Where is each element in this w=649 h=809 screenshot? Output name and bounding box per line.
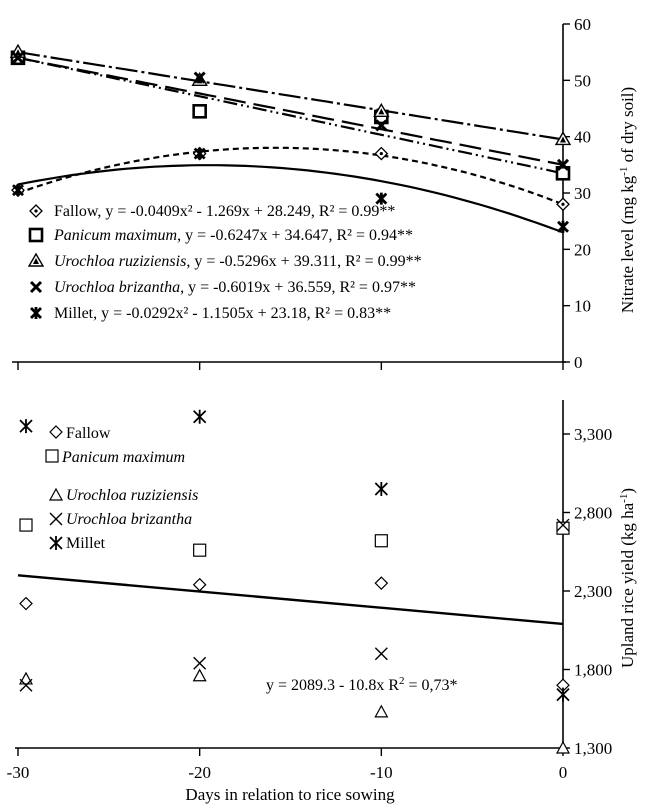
bottom-point-2 <box>555 740 571 754</box>
top-point-3 <box>193 71 206 84</box>
top-y-tick-label: 0 <box>574 353 583 372</box>
bottom-x-tick-label: -30 <box>7 763 30 782</box>
bottom-eq-main: y = 2089.3 - 10.8x R <box>266 677 399 694</box>
bottom-point-3 <box>19 678 33 692</box>
top-point-1 <box>192 104 207 119</box>
top-point-4 <box>193 147 206 160</box>
top-y-tick-label: 40 <box>574 128 591 147</box>
top-y-tick-label: 50 <box>574 71 591 90</box>
top-legend-marker-2 <box>27 252 45 267</box>
bottom-point-1 <box>374 534 388 548</box>
top-point-0 <box>374 146 389 161</box>
bottom-panel-x-axis-label: Days in relation to rice sowing <box>185 785 395 804</box>
top-panel-nitrate: 0 10 20 30 40 50 60 Fallow, y = -0.0409x² - 1.… <box>9 15 637 372</box>
top-point-3 <box>375 119 388 132</box>
bottom-point-0 <box>374 576 389 590</box>
bottom-legend-marker-2 <box>48 487 64 501</box>
top-fit-line-1 <box>17 56 564 175</box>
bottom-panel-y-axis-label: Upland rice yield (kg ha-1) <box>618 488 637 668</box>
bottom-eq-tail: = 0,73* <box>405 677 458 694</box>
top-fit-line-3 <box>17 56 564 166</box>
bottom-y-tick-label: 2,800 <box>574 504 612 523</box>
bottom-point-2 <box>374 704 389 718</box>
bottom-point-1 <box>193 543 207 557</box>
top-y-tick-label: 60 <box>574 15 591 34</box>
bottom-y-tick-label: 2,300 <box>574 582 612 601</box>
top-point-4 <box>12 184 24 197</box>
bottom-panel-yield: 1,300 1,800 2,300 2,800 3,300 -30 -20 -10 0 Fal… <box>7 400 637 804</box>
bottom-legend-label-0: Fallow <box>66 425 111 442</box>
top-legend-label-0: Fallow, y = -0.0409x² - 1.269x + 28.249,… <box>54 203 395 220</box>
top-point-4 <box>557 220 569 233</box>
bottom-y-tick-label: 1,300 <box>574 739 612 758</box>
top-point-3 <box>556 158 570 171</box>
top-legend-label-3: Urochloa brizantha, y = -0.6019x + 36.55… <box>54 279 416 296</box>
bottom-panel-legend: Fallow Panicum maximum Urochloa ruziziensi… <box>45 425 198 552</box>
bottom-point-3 <box>556 518 570 532</box>
top-legend-label-2: Urochloa ruziziensis, y = -0.5296x + 39.… <box>54 253 422 270</box>
bottom-legend-marker-0 <box>49 425 63 439</box>
top-ylabel-sup: -1 <box>618 167 630 176</box>
top-ylabel-main: Nitrate level (mg kg <box>618 175 637 313</box>
top-y-tick-label: 20 <box>574 240 591 259</box>
top-point-3 <box>11 51 25 64</box>
bottom-x-tick-label: -10 <box>370 763 393 782</box>
bottom-legend-marker-1 <box>45 449 59 463</box>
top-legend-marker-4 <box>30 307 42 319</box>
top-point-1 <box>555 165 571 181</box>
bottom-ylabel-main: Upland rice yield (kg ha <box>618 502 637 668</box>
bottom-regression-line <box>17 574 564 626</box>
bottom-point-1 <box>556 521 570 535</box>
bottom-point-4 <box>19 419 33 434</box>
bottom-ylabel-sup: -1 <box>618 494 630 503</box>
top-fit-line-0 <box>17 146 564 206</box>
bottom-legend-label-2: Urochloa ruziziensis <box>66 487 198 504</box>
top-legend-marker-1 <box>28 227 44 243</box>
bottom-legend-marker-3 <box>49 512 63 526</box>
bottom-point-3 <box>374 647 388 661</box>
top-point-2 <box>373 102 390 118</box>
bottom-legend-label-3: Urochloa brizantha <box>66 511 192 528</box>
bottom-point-0 <box>192 577 207 592</box>
bottom-legend-label-4: Millet <box>66 535 106 552</box>
bottom-point-4 <box>193 409 207 424</box>
bottom-x-tick-label: 0 <box>559 763 568 782</box>
top-y-tick-label: 30 <box>574 184 591 203</box>
top-y-tick-label: 10 <box>574 297 591 316</box>
top-panel-y-axis-label: Nitrate level (mg kg-1 of dry soil) <box>618 87 637 313</box>
bottom-legend-label-1: Panicum maximum <box>61 449 185 466</box>
bottom-point-2 <box>192 668 207 682</box>
top-legend-label-4: Millet, y = -0.0292x² - 1.1505x + 23.18,… <box>54 305 391 322</box>
bottom-point-3 <box>193 656 207 670</box>
bottom-eq-sup: 2 <box>399 675 405 687</box>
bottom-point-0 <box>19 596 33 611</box>
bottom-legend-marker-4 <box>49 536 63 550</box>
top-point-0 <box>556 197 570 212</box>
bottom-y-tick-label: 3,300 <box>574 425 612 444</box>
top-legend-label-1: Panicum maximum, y = -0.6247x + 34.647, … <box>53 227 413 244</box>
top-legend-marker-3 <box>29 280 43 294</box>
bottom-point-4 <box>374 481 388 496</box>
bottom-panel-equation: y = 2089.3 - 10.8x R2 = 0,73* <box>266 675 458 694</box>
top-point-2 <box>554 131 572 146</box>
bottom-point-1 <box>19 518 33 532</box>
top-fit-line-2 <box>17 51 564 141</box>
top-ylabel-tail: of dry soil) <box>618 87 637 167</box>
bottom-point-4 <box>556 687 570 702</box>
bottom-x-tick-label: -20 <box>188 763 211 782</box>
top-panel-legend: Fallow, y = -0.0409x² - 1.269x + 28.249,… <box>27 203 422 322</box>
bottom-point-2 <box>18 671 34 685</box>
top-point-4 <box>375 192 388 205</box>
bottom-ylabel-tail: ) <box>618 488 637 494</box>
bottom-y-tick-label: 1,800 <box>574 661 612 680</box>
top-fit-line-4 <box>17 164 564 234</box>
top-legend-marker-0 <box>29 204 43 218</box>
